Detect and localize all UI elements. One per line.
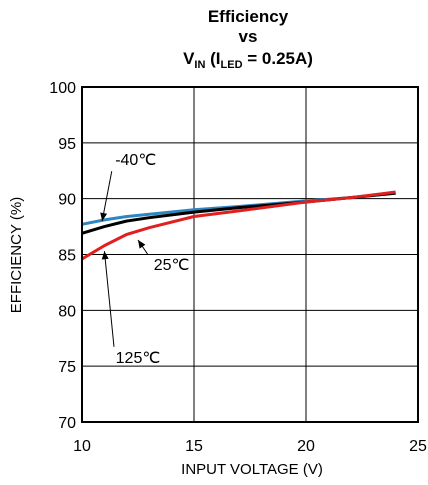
title-line-3: VIN (ILED = 0.25A) [183, 49, 313, 71]
title-rest: = 0.25A) [243, 49, 313, 68]
annotation-label: 25℃ [154, 257, 190, 274]
y-tick-label: 85 [58, 248, 76, 265]
y-axis-label: EFFICIENCY (%) [8, 197, 25, 313]
series-line [81, 190, 396, 261]
title-v: V [183, 49, 195, 68]
title-line-1: Efficiency [208, 7, 289, 26]
x-tick-label: 15 [185, 438, 203, 455]
chart-title: Efficiency vs VIN (ILED = 0.25A) [183, 7, 313, 71]
series-layer [81, 190, 396, 261]
annotation-arrowhead [101, 251, 109, 260]
title-paren: (I [205, 49, 220, 68]
y-tick-labels: 70 75 80 85 90 95 100 [49, 80, 76, 432]
x-axis-label: INPUT VOLTAGE (V) [181, 461, 323, 478]
annotation-label: -40℃ [115, 152, 156, 169]
x-tick-labels: 10 15 20 25 [73, 438, 427, 455]
x-tick-label: 25 [409, 438, 427, 455]
x-tick-label: 20 [297, 438, 315, 455]
plot-frame [81, 86, 419, 423]
y-tick-label: 95 [58, 136, 76, 153]
title-line-2: vs [239, 27, 258, 46]
title-v-subscript: IN [194, 59, 205, 71]
title-i-subscript: LED [221, 59, 243, 71]
grid-lines [81, 86, 419, 423]
y-tick-label: 100 [49, 80, 76, 97]
annotation-label: 125℃ [116, 350, 161, 367]
annotation-arrowhead [100, 212, 108, 221]
y-tick-label: 80 [58, 303, 76, 320]
annotation-arrow-line [101, 171, 113, 222]
annotation-arrowhead [138, 239, 146, 249]
y-tick-label: 90 [58, 192, 76, 209]
y-tick-label: 70 [58, 415, 76, 432]
x-tick-label: 10 [73, 438, 91, 455]
y-tick-label: 75 [58, 359, 76, 376]
annotations: -40℃ 25℃ 125℃ [100, 152, 189, 367]
annotation-arrow-line [103, 251, 115, 347]
